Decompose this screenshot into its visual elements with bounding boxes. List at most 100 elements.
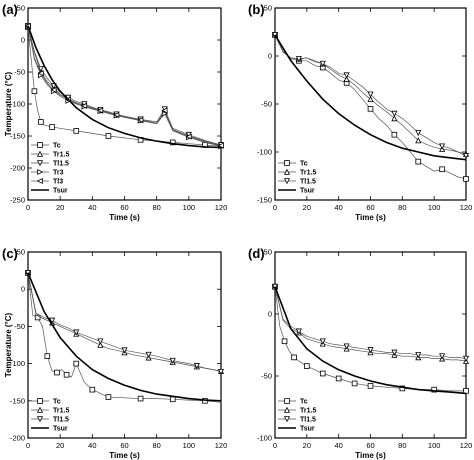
panel-2: 0 20 40 60 80 100 120 50 0 -50 -100 -150 Time (s) (b)… <box>248 2 472 222</box>
legend-label: Tr1.5 <box>53 408 69 415</box>
legend-entry: Tc <box>31 398 61 406</box>
data-point <box>169 139 176 146</box>
x-tick-label: 60 <box>366 441 374 450</box>
data-point <box>137 116 144 124</box>
legend-entry: Tr1.5 <box>278 406 316 415</box>
legend-label: Tc <box>53 143 61 150</box>
x-tick-label: 60 <box>120 203 128 212</box>
x-tick-label: 80 <box>398 441 406 450</box>
x-tick-label: 100 <box>428 441 441 450</box>
data-point <box>335 375 342 382</box>
legend-label: Tc <box>300 161 308 168</box>
series-tl1-5 <box>271 283 470 362</box>
y-tick-label: -50 <box>14 322 25 331</box>
x-tick-label: 40 <box>88 203 96 212</box>
legend-entry: Tl1.5 <box>31 160 69 168</box>
data-point <box>415 158 422 165</box>
legend-label: Tr1.5 <box>300 408 316 415</box>
series-line <box>27 272 222 373</box>
data-point <box>295 56 302 63</box>
legend-label: Tsur <box>53 426 68 433</box>
data-point <box>49 317 56 324</box>
data-point <box>463 176 469 182</box>
legend-entry: Tl1.5 <box>278 178 316 186</box>
series-tsur <box>27 272 222 402</box>
x-tick-label: 0 <box>273 203 277 212</box>
y-tick-label: 0 <box>268 52 272 61</box>
panel-label: (a) <box>2 2 18 17</box>
data-point <box>295 328 302 335</box>
legend-entry: Tl1.5 <box>278 416 316 424</box>
legend-label: Tr3 <box>53 170 64 177</box>
data-point <box>193 363 200 370</box>
panel-label: (d) <box>248 246 265 261</box>
legend-swatch-marker <box>37 398 43 404</box>
data-point <box>367 347 374 354</box>
y-tick-label: -100 <box>10 100 25 109</box>
data-point <box>343 72 350 79</box>
series-tc <box>25 24 222 148</box>
data-point <box>271 32 279 39</box>
x-tick-label: 80 <box>152 203 160 212</box>
y-tick-label: 0 <box>21 36 25 45</box>
y-tick-label: -200 <box>10 434 25 443</box>
legend-swatch-marker <box>36 150 44 157</box>
data-point <box>97 341 104 348</box>
y-tick-label: 50 <box>264 248 272 257</box>
data-point <box>281 338 288 345</box>
series-tc <box>272 283 469 394</box>
legend-swatch-marker <box>37 168 44 176</box>
data-point <box>49 124 55 130</box>
x-tick-label: 80 <box>152 441 160 450</box>
legend-label: Tr1.5 <box>53 152 69 159</box>
x-tick-label: 100 <box>183 441 196 450</box>
data-point <box>391 349 398 356</box>
legend-label: Tsur <box>300 426 315 433</box>
x-tick-label: 0 <box>26 441 30 450</box>
x-tick-label: 40 <box>334 203 342 212</box>
legend-entry: Tc <box>31 142 61 150</box>
x-tick-label: 60 <box>366 203 374 212</box>
series-line <box>27 272 222 372</box>
series-tsur <box>274 286 467 395</box>
legend-entry: Tsur <box>31 188 68 195</box>
data-point <box>351 380 358 387</box>
legend-label: Tl1.5 <box>300 417 316 424</box>
y-tick-label: -150 <box>10 132 25 141</box>
series-line <box>27 272 222 402</box>
data-point <box>343 75 350 82</box>
y-tick-label: -50 <box>261 100 272 109</box>
legend-swatch-marker <box>283 178 291 185</box>
data-point <box>185 133 192 140</box>
series-line <box>274 286 466 392</box>
legend-label: Tc <box>300 399 308 406</box>
legend-entry: Tsur <box>278 426 315 433</box>
panel-1: 0 20 40 60 80 100 120 50 0 -50 -100 -150 -200 -250 Tim… <box>2 2 227 222</box>
x-tick-label: 100 <box>428 203 441 212</box>
legend-entry: Tc <box>278 160 308 168</box>
series-tl1-5 <box>24 270 225 376</box>
legend-swatch-marker <box>284 160 290 166</box>
legend-swatch-marker <box>283 416 291 423</box>
data-point <box>304 363 310 369</box>
y-tick-label: 50 <box>17 248 25 257</box>
x-tick-label: 40 <box>334 441 342 450</box>
data-point <box>391 110 398 117</box>
data-point <box>137 395 144 402</box>
x-tick-label: 100 <box>183 203 196 212</box>
series-tl1-5 <box>271 32 470 160</box>
legend-label: Tl1.5 <box>53 417 69 424</box>
data-point <box>63 371 70 378</box>
data-point <box>54 369 60 376</box>
series-line <box>274 286 467 395</box>
legend-swatch-marker <box>37 142 43 148</box>
legend-swatch-marker <box>36 160 44 167</box>
legend-label: Tl3 <box>53 179 63 186</box>
legend-label: Tl1.5 <box>53 161 69 168</box>
x-tick-label: 60 <box>120 441 128 450</box>
legend-entry: Tr3 <box>31 168 64 177</box>
x-tick-label: 120 <box>460 203 473 212</box>
y-axis-title: Temperature (°C) <box>4 312 13 377</box>
data-point <box>399 385 406 392</box>
data-point <box>391 131 398 138</box>
